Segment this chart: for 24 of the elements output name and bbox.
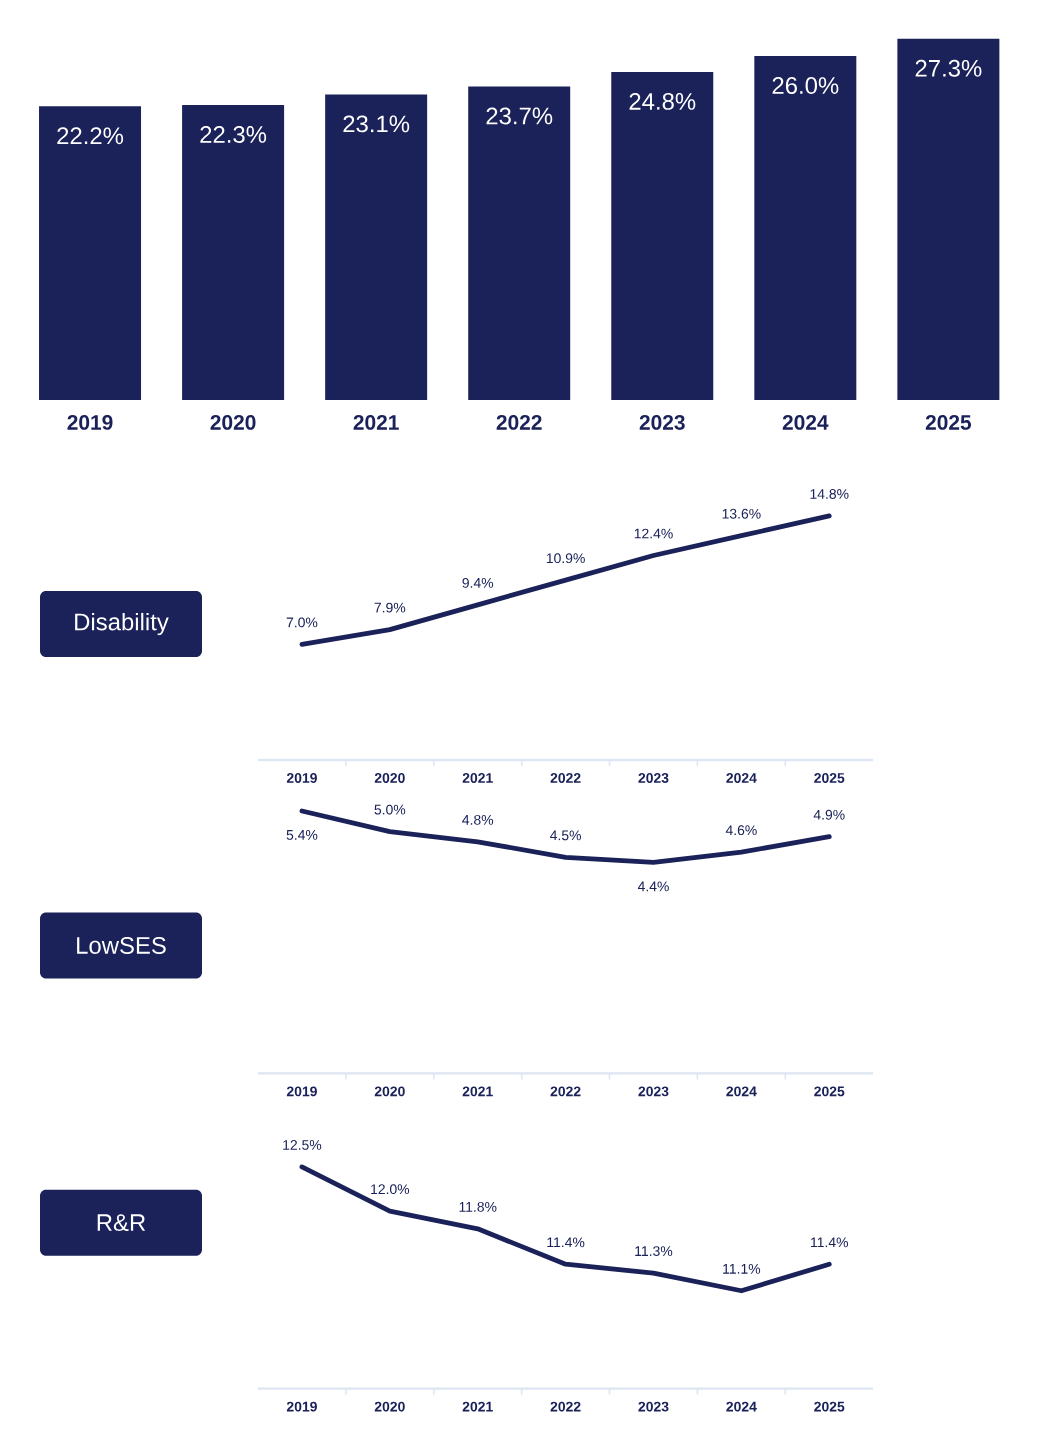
- data-label: 24.8%: [629, 92, 696, 110]
- bar: [468, 86, 571, 400]
- data-label: 26.0%: [772, 77, 839, 94]
- data-label: 23.1%: [343, 115, 410, 133]
- data-label: 27.3%: [915, 59, 982, 77]
- x-tick-label: 2022: [496, 415, 542, 430]
- bar: [182, 104, 285, 400]
- x-tick-label: 2020: [210, 415, 256, 430]
- x-tick-label: 2023: [639, 415, 685, 430]
- text: LowSES: [77, 936, 166, 954]
- bar: [897, 38, 1000, 400]
- text: Disability: [75, 612, 169, 636]
- data-label: 22.3%: [200, 126, 267, 143]
- data-label: 23.7%: [486, 107, 553, 125]
- data-label: 22.2%: [57, 127, 124, 145]
- text: R&R: [97, 1214, 146, 1232]
- x-tick-label: 2019: [67, 415, 113, 430]
- x-tick-label: 2024: [782, 415, 829, 430]
- bar: [39, 106, 142, 400]
- x-tick-label: 2021: [353, 415, 399, 430]
- bar: [611, 71, 714, 400]
- bar: [754, 56, 857, 400]
- bar: [325, 94, 428, 400]
- x-tick-label: 2025: [925, 415, 972, 430]
